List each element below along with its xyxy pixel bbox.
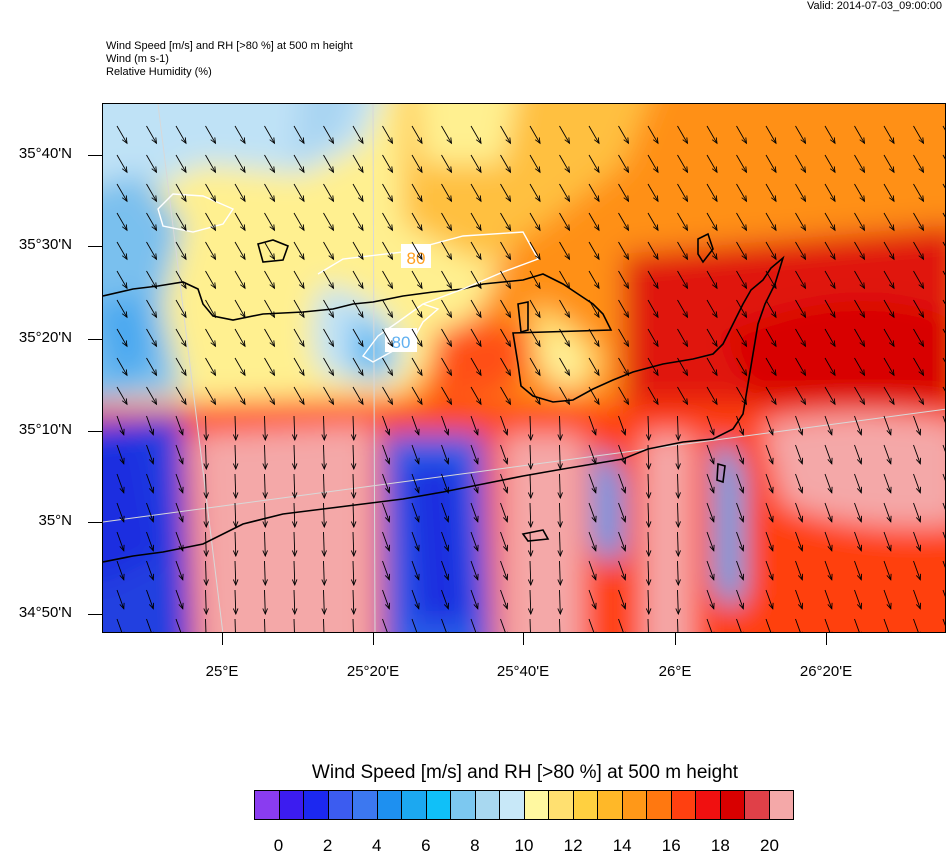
colorbar-swatch <box>353 791 378 819</box>
colorbar-swatch <box>500 791 525 819</box>
colorbar-swatch <box>476 791 501 819</box>
colorbar-label: 16 <box>662 836 681 856</box>
map-panel: 80 80 <box>102 103 946 633</box>
lon-label-25-20: 25°20'E <box>347 663 399 680</box>
lon-tick <box>523 633 524 645</box>
colorbar-swatch <box>255 791 280 819</box>
lat-label-35-40: 35°40'N <box>0 145 72 162</box>
colorbar-swatch <box>770 791 794 819</box>
colorbar-swatch <box>598 791 623 819</box>
colorbar-swatch <box>304 791 329 819</box>
lat-tick <box>88 614 102 615</box>
colorbar-swatch <box>451 791 476 819</box>
colorbar-swatch <box>745 791 770 819</box>
colorbar-swatch <box>525 791 550 819</box>
rh-label-1: 80 <box>407 249 426 268</box>
colorbar-swatch <box>721 791 746 819</box>
rh-label-2: 80 <box>392 333 411 352</box>
colorbar-label: 4 <box>372 836 381 856</box>
lat-tick <box>88 431 102 432</box>
colorbar-swatch <box>280 791 305 819</box>
header-title: Wind Speed [m/s] and RH [>80 %] at 500 m… <box>106 40 353 53</box>
colorbar-swatch <box>378 791 403 819</box>
colorbar-label: 10 <box>515 836 534 856</box>
colorbar-swatch <box>402 791 427 819</box>
lon-tick <box>222 633 223 645</box>
colorbar-label: 18 <box>711 836 730 856</box>
lat-tick <box>88 155 102 156</box>
lat-label-35-10: 35°10'N <box>0 421 72 438</box>
lat-tick <box>88 339 102 340</box>
lat-label-34-50: 34°50'N <box>0 604 72 621</box>
colorbar-label: 8 <box>470 836 479 856</box>
colorbar-label: 12 <box>564 836 583 856</box>
colorbar-swatch <box>623 791 648 819</box>
header-wind: Wind (m s-1) <box>106 53 169 66</box>
colorbar-swatch <box>549 791 574 819</box>
colorbar-swatch <box>574 791 599 819</box>
lon-label-25: 25°E <box>206 663 239 680</box>
colorbar-swatch <box>647 791 672 819</box>
colorbar-title: Wind Speed [m/s] and RH [>80 %] at 500 m… <box>0 762 948 784</box>
lat-tick <box>88 246 102 247</box>
header-rh: Relative Humidity (%) <box>106 66 212 79</box>
colorbar-swatch <box>329 791 354 819</box>
colorbar <box>254 790 794 820</box>
wind-speed-field: 80 80 <box>103 104 946 633</box>
colorbar-swatch <box>427 791 452 819</box>
lat-label-35-30: 35°30'N <box>0 236 72 253</box>
lon-tick <box>373 633 374 645</box>
lon-label-25-40: 25°40'E <box>497 663 549 680</box>
colorbar-label: 20 <box>760 836 779 856</box>
lat-label-35-20: 35°20'N <box>0 329 72 346</box>
lon-tick <box>826 633 827 645</box>
colorbar-swatch <box>672 791 697 819</box>
colorbar-swatch <box>696 791 721 819</box>
lat-tick <box>88 522 102 523</box>
valid-time: Valid: 2014-07-03_09:00:00 <box>807 0 942 12</box>
lon-tick <box>675 633 676 645</box>
colorbar-label: 0 <box>274 836 283 856</box>
lon-label-26-20: 26°20'E <box>800 663 852 680</box>
colorbar-label: 6 <box>421 836 430 856</box>
colorbar-label: 2 <box>323 836 332 856</box>
lon-label-26: 26°E <box>659 663 692 680</box>
colorbar-label: 14 <box>613 836 632 856</box>
lat-label-35-00: 35°N <box>0 512 72 529</box>
